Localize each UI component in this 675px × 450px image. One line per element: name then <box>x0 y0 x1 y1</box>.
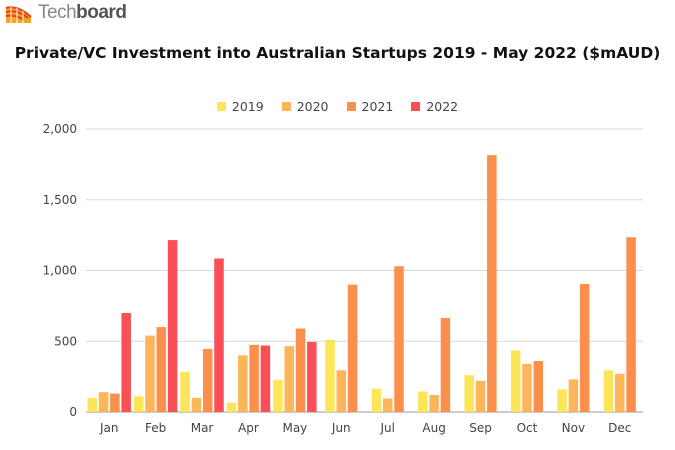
bar-jul-2019[interactable] <box>371 388 382 412</box>
bar-aug-2019[interactable] <box>418 391 428 412</box>
bar-dec-2021[interactable] <box>626 237 636 412</box>
bar-jan-2022[interactable] <box>121 312 131 412</box>
bar-oct-2021[interactable] <box>533 361 544 412</box>
x-tick-label: Sep <box>469 421 492 435</box>
bar-may-2021[interactable] <box>295 328 306 412</box>
logo-text-light: Tech <box>38 2 77 23</box>
legend-label: 2019 <box>231 99 264 114</box>
bar-jul-2020[interactable] <box>382 398 393 412</box>
bar-may-2020[interactable] <box>284 346 294 412</box>
bar-mar-2021[interactable] <box>202 349 213 412</box>
bar-apr-2020[interactable] <box>238 355 248 412</box>
legend-label: 2020 <box>296 99 329 114</box>
logo-mark-icon <box>5 6 32 24</box>
x-tick-label: Jun <box>331 421 351 435</box>
legend-label: 2021 <box>361 99 394 114</box>
bar-oct-2019[interactable] <box>510 350 521 412</box>
bar-may-2022[interactable] <box>307 341 317 412</box>
legend-swatch <box>281 102 291 111</box>
x-tick-label: Dec <box>608 421 631 435</box>
bar-jan-2020[interactable] <box>98 392 109 412</box>
bar-dec-2019[interactable] <box>603 370 614 412</box>
bar-mar-2020[interactable] <box>191 397 202 412</box>
bar-aug-2020[interactable] <box>429 395 439 412</box>
bar-apr-2022[interactable] <box>260 345 271 413</box>
bar-jan-2019[interactable] <box>87 397 98 412</box>
x-tick-label: Jan <box>99 421 119 435</box>
x-tick-label: Oct <box>517 421 538 435</box>
bar-sep-2019[interactable] <box>464 375 474 412</box>
x-tick-label: Jul <box>379 421 394 435</box>
chart-title: Private/VC Investment into Australian St… <box>14 44 661 62</box>
legend-item-2021[interactable]: 2021 <box>346 99 394 114</box>
x-tick-label: Nov <box>562 421 585 435</box>
bar-mar-2022[interactable] <box>214 258 224 412</box>
bar-apr-2021[interactable] <box>249 344 259 412</box>
bar-feb-2021[interactable] <box>156 327 167 412</box>
bar-sep-2020[interactable] <box>475 380 486 412</box>
x-tick-label: Apr <box>238 421 259 435</box>
x-tick-label: Feb <box>145 421 166 435</box>
bar-feb-2022[interactable] <box>167 240 178 412</box>
legend-item-2022[interactable]: 2022 <box>411 99 458 114</box>
bar-dec-2020[interactable] <box>615 373 625 412</box>
bar-nov-2019[interactable] <box>557 389 567 412</box>
legend-item-2020[interactable]: 2020 <box>281 99 329 114</box>
bar-aug-2021[interactable] <box>440 317 451 412</box>
x-tick-label: Mar <box>191 421 214 435</box>
bar-apr-2019[interactable] <box>226 402 237 412</box>
y-tick-label: 1,500 <box>43 193 77 207</box>
bar-jun-2020[interactable] <box>336 370 347 412</box>
bar-may-2019[interactable] <box>273 380 283 412</box>
bar-mar-2019[interactable] <box>180 371 190 412</box>
bar-jun-2021[interactable] <box>347 284 358 412</box>
legend-swatch <box>216 102 226 111</box>
techboard-logo: Techboard <box>4 2 127 24</box>
legend-item-2019[interactable]: 2019 <box>216 99 264 114</box>
bar-nov-2021[interactable] <box>579 283 590 412</box>
bar-jul-2021[interactable] <box>394 266 404 412</box>
bar-jun-2019[interactable] <box>325 339 335 412</box>
bar-oct-2020[interactable] <box>522 363 532 412</box>
logo-text-bold: board <box>76 2 127 23</box>
bar-feb-2020[interactable] <box>145 335 155 412</box>
x-tick-label: Aug <box>422 421 445 435</box>
y-tick-label: 500 <box>54 334 77 348</box>
bar-nov-2020[interactable] <box>568 379 579 412</box>
chart-legend: 2019 2020 2021 2022 <box>0 99 675 114</box>
y-tick-label: 2,000 <box>43 122 77 136</box>
y-tick-label: 1,000 <box>43 264 77 278</box>
bar-feb-2019[interactable] <box>133 396 144 412</box>
logo-text: Techboard <box>38 2 127 24</box>
x-tick-label: May <box>282 421 307 435</box>
bar-jan-2021[interactable] <box>110 393 120 412</box>
legend-label: 2022 <box>426 99 459 114</box>
legend-swatch <box>346 102 356 111</box>
y-tick-label: 0 <box>69 405 77 419</box>
bar-sep-2021[interactable] <box>487 155 497 412</box>
legend-swatch <box>411 102 421 111</box>
